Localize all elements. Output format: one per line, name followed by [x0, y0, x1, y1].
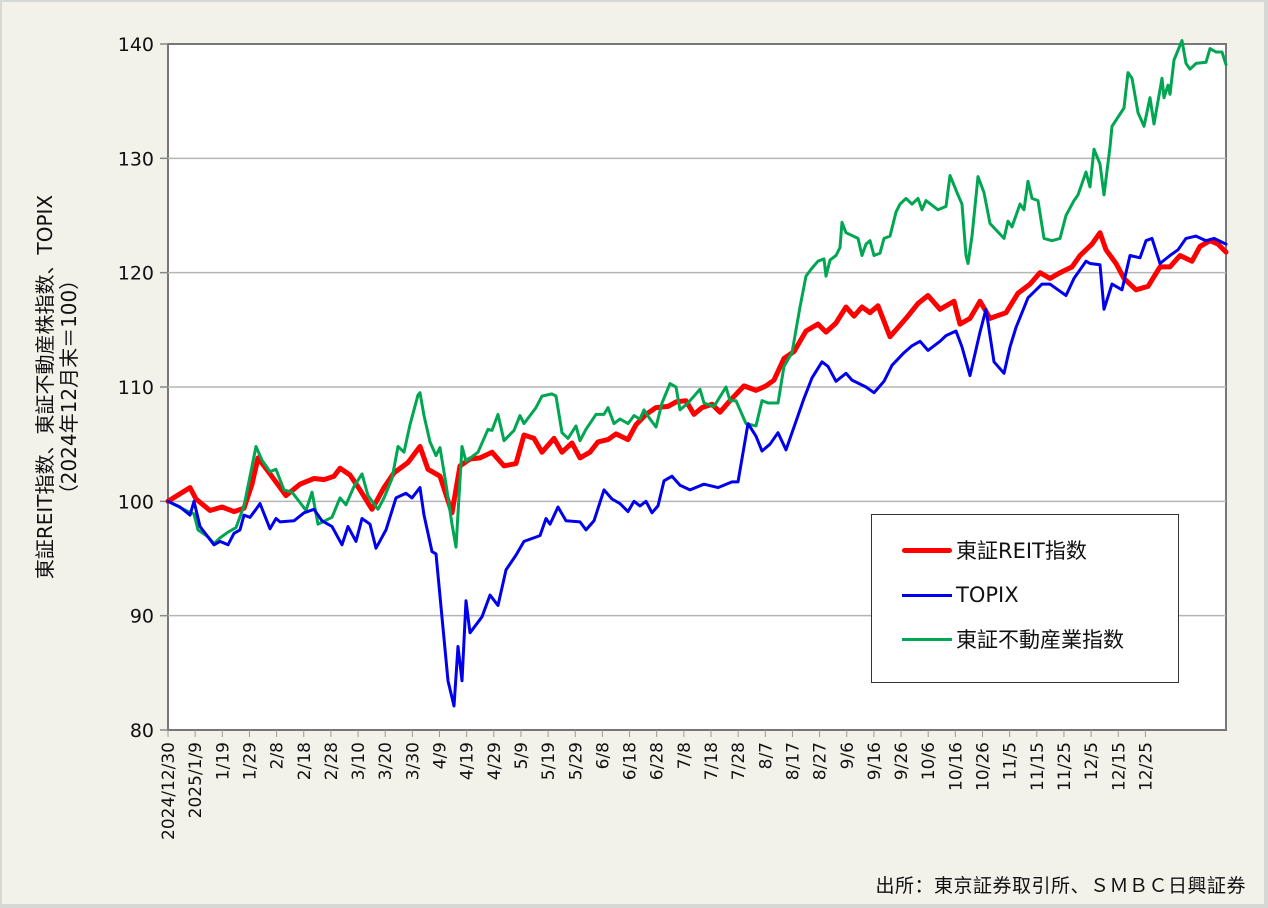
- legend-item-reit: 東証REIT指数: [902, 535, 1087, 565]
- x-tick-label: 4/29: [485, 742, 505, 780]
- y-axis-ticks: 140 130 120 110 100 90 80: [118, 34, 168, 742]
- x-tick-label: 2/8: [268, 742, 288, 769]
- y-axis-label: 東証REIT指数、東証不動産株指数、TOPIX （2024年12月末＝100）: [33, 195, 81, 580]
- x-tick-label: 2/28: [322, 742, 342, 780]
- y-tick-label: 120: [118, 263, 154, 285]
- x-tick-label: 8/7: [756, 742, 776, 769]
- x-tick-label: 2/18: [295, 742, 315, 780]
- x-tick-label: 6/18: [621, 742, 641, 780]
- x-axis-ticks: 2024/12/30 2025/1/9 1/19 1/29 2/8 2/18 2/28 3/1…: [159, 730, 1156, 840]
- series-line-2: [166, 39, 1228, 549]
- x-tick-label: 7/28: [729, 742, 749, 780]
- x-tick-label: 11/5: [1001, 742, 1021, 780]
- legend: 東証REIT指数 TOPIX 東証不動産業指数: [871, 514, 1179, 683]
- x-tick-label: 12/15: [1109, 742, 1129, 791]
- y-tick-label: 90: [130, 606, 154, 628]
- x-tick-label: 12/5: [1082, 742, 1102, 780]
- x-tick-label: 12/25: [1136, 742, 1156, 791]
- x-tick-label: 10/6: [919, 742, 939, 780]
- x-tick-label: 5/29: [566, 742, 586, 780]
- x-tick-label: 1/29: [240, 742, 260, 780]
- y-tick-label: 100: [118, 491, 154, 513]
- series-lines: [165, 39, 1229, 708]
- source-note: 出所：東京証券取引所、ＳＭＢＣ日興証券: [875, 875, 1246, 897]
- legend-label: TOPIX: [956, 583, 1019, 607]
- x-tick-label: 2024/12/30: [159, 742, 179, 840]
- legend-swatch-red-line: [902, 547, 952, 553]
- x-tick-label: 11/15: [1028, 742, 1048, 791]
- x-tick-label: 3/30: [403, 742, 423, 780]
- legend-item-topix: TOPIX: [902, 580, 1019, 610]
- x-tick-label: 3/10: [349, 742, 369, 780]
- x-tick-label: 3/20: [376, 742, 396, 780]
- x-tick-label: 6/8: [593, 742, 613, 769]
- x-tick-label: 4/9: [431, 742, 451, 769]
- x-tick-label: 9/16: [865, 742, 885, 780]
- x-tick-label: 8/27: [811, 742, 831, 780]
- legend-swatch-green-line: [902, 637, 952, 641]
- y-axis-label-line2: （2024年12月末＝100）: [57, 270, 81, 505]
- x-tick-label: 6/28: [648, 742, 668, 780]
- legend-item-realestate: 東証不動産業指数: [902, 624, 1124, 654]
- x-tick-label: 2025/1/9: [186, 742, 206, 818]
- y-tick-label: 80: [130, 720, 154, 742]
- x-tick-label: 8/17: [783, 742, 803, 780]
- x-tick-label: 7/18: [702, 742, 722, 780]
- x-tick-label: 1/19: [213, 742, 233, 780]
- series-line-0: [165, 230, 1229, 516]
- x-tick-label: 11/25: [1055, 742, 1075, 791]
- series-line-1: [166, 234, 1228, 708]
- legend-swatch-blue-line: [902, 593, 952, 597]
- y-tick-label: 140: [118, 34, 154, 56]
- x-tick-label: 5/9: [512, 742, 532, 769]
- legend-label: 東証REIT指数: [956, 539, 1087, 563]
- x-tick-label: 9/6: [838, 742, 858, 769]
- x-tick-label: 10/26: [974, 742, 994, 791]
- x-tick-label: 9/26: [892, 742, 912, 780]
- x-tick-label: 5/19: [539, 742, 559, 780]
- y-tick-label: 130: [118, 148, 154, 170]
- legend-label: 東証不動産業指数: [956, 628, 1124, 652]
- y-tick-label: 110: [118, 377, 154, 399]
- x-tick-label: 7/8: [675, 742, 695, 769]
- y-axis-label-line1: 東証REIT指数、東証不動産株指数、TOPIX: [33, 195, 57, 580]
- x-tick-label: 4/19: [458, 742, 478, 780]
- x-tick-label: 10/16: [946, 742, 966, 791]
